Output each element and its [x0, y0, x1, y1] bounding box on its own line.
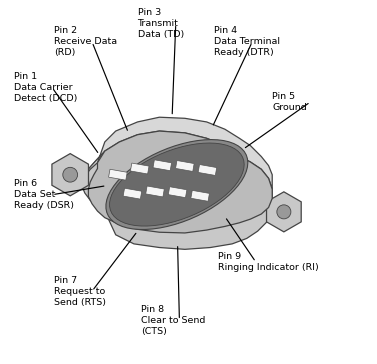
Text: Pin 1
Data Carrier
Detect (DCD): Pin 1 Data Carrier Detect (DCD): [14, 72, 77, 103]
Ellipse shape: [63, 167, 78, 182]
Text: Pin 6
Data Set
Ready (DSR): Pin 6 Data Set Ready (DSR): [14, 179, 74, 210]
Polygon shape: [267, 192, 301, 232]
Polygon shape: [130, 163, 149, 174]
Polygon shape: [52, 154, 89, 196]
Text: Pin 2
Receive Data
(RD): Pin 2 Receive Data (RD): [54, 26, 117, 58]
Polygon shape: [106, 139, 248, 229]
Ellipse shape: [277, 205, 291, 219]
Text: Pin 5
Ground: Pin 5 Ground: [272, 92, 307, 112]
Text: Pin 4
Data Terminal
Ready (DTR): Pin 4 Data Terminal Ready (DTR): [214, 26, 280, 58]
Polygon shape: [110, 143, 244, 226]
Text: Pin 3
Transmit
Data (TD): Pin 3 Transmit Data (TD): [138, 8, 184, 39]
Polygon shape: [81, 131, 272, 249]
Polygon shape: [153, 160, 172, 171]
Polygon shape: [198, 165, 217, 175]
Polygon shape: [109, 169, 127, 180]
Polygon shape: [88, 131, 272, 233]
Text: Pin 9
Ringing Indicator (RI): Pin 9 Ringing Indicator (RI): [218, 252, 318, 272]
Polygon shape: [123, 188, 142, 199]
Text: Pin 7
Request to
Send (RTS): Pin 7 Request to Send (RTS): [54, 276, 106, 307]
Polygon shape: [176, 161, 194, 171]
Text: Pin 8
Clear to Send
(CTS): Pin 8 Clear to Send (CTS): [141, 305, 205, 336]
Polygon shape: [191, 190, 210, 201]
Polygon shape: [146, 186, 164, 197]
Polygon shape: [168, 187, 187, 198]
Polygon shape: [81, 117, 272, 189]
